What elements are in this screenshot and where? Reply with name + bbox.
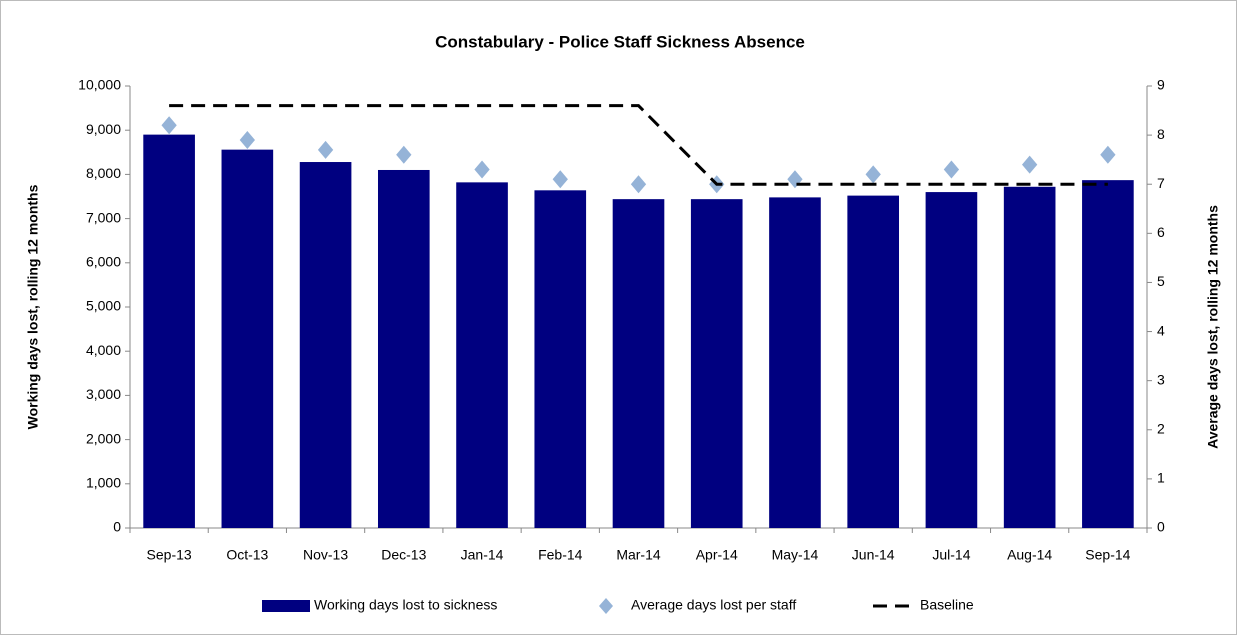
diamond-marker xyxy=(1022,155,1038,174)
x-tick-label: Jun-14 xyxy=(852,547,895,563)
diamond-marker xyxy=(396,145,412,164)
y-tick-label: 7,000 xyxy=(86,209,121,225)
y2-tick-label: 2 xyxy=(1157,420,1165,436)
diamond-marker xyxy=(317,140,334,159)
chart-title: Constabulary - Police Staff Sickness Abs… xyxy=(435,32,805,51)
y2-tick-label: 0 xyxy=(1157,519,1165,535)
y-tick-label: 3,000 xyxy=(86,386,121,402)
bar xyxy=(143,134,195,528)
legend-swatch xyxy=(599,598,613,614)
bar xyxy=(847,195,900,528)
y2-tick-label: 7 xyxy=(1157,175,1165,191)
x-tick-label: Mar-14 xyxy=(616,547,661,563)
bar xyxy=(612,199,665,529)
x-tick-label: Feb-14 xyxy=(538,547,583,563)
legend-label: Average days lost per staff xyxy=(631,597,796,613)
y2-tick-label: 4 xyxy=(1157,322,1165,338)
diamond-marker xyxy=(161,116,177,135)
y-axis-title: Working days lost, rolling 12 months xyxy=(25,184,41,429)
x-tick-label: Dec-13 xyxy=(381,547,426,563)
y2-tick-label: 8 xyxy=(1157,126,1165,142)
x-tick-label: Sep-14 xyxy=(1085,547,1130,563)
y-tick-label: 2,000 xyxy=(86,430,121,446)
y2-tick-label: 9 xyxy=(1157,77,1165,93)
bar xyxy=(299,162,352,529)
bar xyxy=(456,182,508,528)
y-tick-label: 6,000 xyxy=(86,254,121,270)
y2-tick-label: 1 xyxy=(1157,470,1165,486)
y-tick-label: 5,000 xyxy=(86,298,121,314)
bar xyxy=(377,169,430,529)
y-tick-label: 8,000 xyxy=(86,165,121,181)
bar xyxy=(925,192,978,528)
y-tick-label: 4,000 xyxy=(86,342,121,358)
x-tick-label: Apr-14 xyxy=(696,547,738,563)
x-tick-label: Nov-13 xyxy=(303,547,348,563)
y2-tick-label: 6 xyxy=(1157,224,1165,240)
diamond-marker xyxy=(1100,145,1116,164)
y2-tick-label: 5 xyxy=(1157,273,1165,289)
y-tick-label: 10,000 xyxy=(78,77,121,93)
diamond-marker xyxy=(552,170,568,189)
diamond-marker xyxy=(865,165,881,184)
bar xyxy=(1082,180,1134,528)
x-tick-label: Oct-13 xyxy=(226,547,268,563)
diamond-marker xyxy=(943,160,960,179)
x-tick-label: Jan-14 xyxy=(461,547,504,563)
legend-swatch xyxy=(262,600,310,612)
bar xyxy=(534,190,587,528)
diamond-marker xyxy=(239,131,255,150)
bar xyxy=(769,197,821,528)
x-tick-label: Aug-14 xyxy=(1007,547,1052,563)
bar xyxy=(690,199,743,529)
x-tick-label: May-14 xyxy=(772,547,819,563)
y2-axis-title: Average days lost, rolling 12 months xyxy=(1205,205,1221,449)
y2-tick-label: 3 xyxy=(1157,371,1165,387)
x-tick-label: Jul-14 xyxy=(932,547,970,563)
y-tick-label: 9,000 xyxy=(86,121,121,137)
bar xyxy=(1003,186,1056,528)
diamond-marker xyxy=(630,175,647,194)
y-tick-label: 0 xyxy=(113,519,121,535)
legend-label: Working days lost to sickness xyxy=(314,597,497,613)
y-tick-label: 1,000 xyxy=(86,475,121,491)
x-tick-label: Sep-13 xyxy=(147,547,192,563)
diamond-marker xyxy=(474,160,490,179)
baseline-line xyxy=(169,104,1108,186)
legend-label: Baseline xyxy=(920,597,974,613)
bar xyxy=(221,149,274,528)
